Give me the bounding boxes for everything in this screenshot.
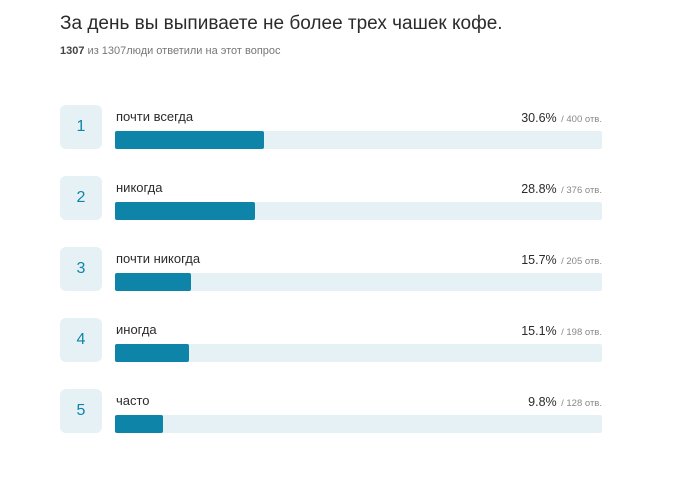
bar-track <box>115 415 602 433</box>
answer-row: 3 почти никогда 15.7% / 205 отв. <box>60 247 605 293</box>
rank-badge: 2 <box>60 176 102 220</box>
rank-badge: 5 <box>60 389 102 433</box>
answered-text: из 1307люди ответили на этот вопрос <box>87 45 281 57</box>
answer-stats: 15.7% / 205 отв. <box>521 251 602 269</box>
answer-count: / 198 отв. <box>561 327 602 338</box>
answer-stats: 15.1% / 198 отв. <box>521 322 602 340</box>
answer-percent: 15.1% <box>521 324 557 338</box>
answer-count: / 128 отв. <box>561 398 602 409</box>
answer-row: 4 иногда 15.1% / 198 отв. <box>60 318 605 364</box>
answer-row: 2 никогда 28.8% / 376 отв. <box>60 176 605 222</box>
answer-percent: 15.7% <box>521 253 557 267</box>
answer-row: 1 почти всегда 30.6% / 400 отв. <box>60 105 605 151</box>
answer-count: / 205 отв. <box>561 256 602 267</box>
answer-percent: 28.8% <box>521 182 557 196</box>
respondents-info: 1307 из 1307люди ответили на этот вопрос <box>60 45 281 57</box>
bar-track <box>115 273 602 291</box>
bar-fill <box>115 202 256 220</box>
answer-stats: 9.8% / 128 отв. <box>528 393 602 411</box>
bar-track <box>115 202 602 220</box>
answer-percent: 30.6% <box>521 111 557 125</box>
answered-count: 1307 <box>60 45 85 57</box>
answer-row: 5 часто 9.8% / 128 отв. <box>60 389 605 435</box>
question-title: За день вы выпиваете не более трех чашек… <box>60 13 503 34</box>
answer-count: / 400 отв. <box>561 114 602 125</box>
answer-stats: 28.8% / 376 отв. <box>521 180 602 198</box>
answer-percent: 9.8% <box>528 395 557 409</box>
answer-label: часто <box>116 393 150 408</box>
answer-label: почти никогда <box>116 251 201 266</box>
bar-track <box>115 344 602 362</box>
answer-label: никогда <box>116 180 163 195</box>
answer-count: / 376 отв. <box>561 185 602 196</box>
rank-badge: 4 <box>60 318 102 362</box>
bar-fill <box>115 273 192 291</box>
bar-fill <box>115 131 265 149</box>
answer-label: иногда <box>116 322 157 337</box>
bar-fill <box>115 344 189 362</box>
bar-track <box>115 131 602 149</box>
bar-fill <box>115 415 163 433</box>
rank-badge: 1 <box>60 105 102 149</box>
answer-label: почти всегда <box>116 109 194 124</box>
rank-badge: 3 <box>60 247 102 291</box>
answer-stats: 30.6% / 400 отв. <box>521 109 602 127</box>
